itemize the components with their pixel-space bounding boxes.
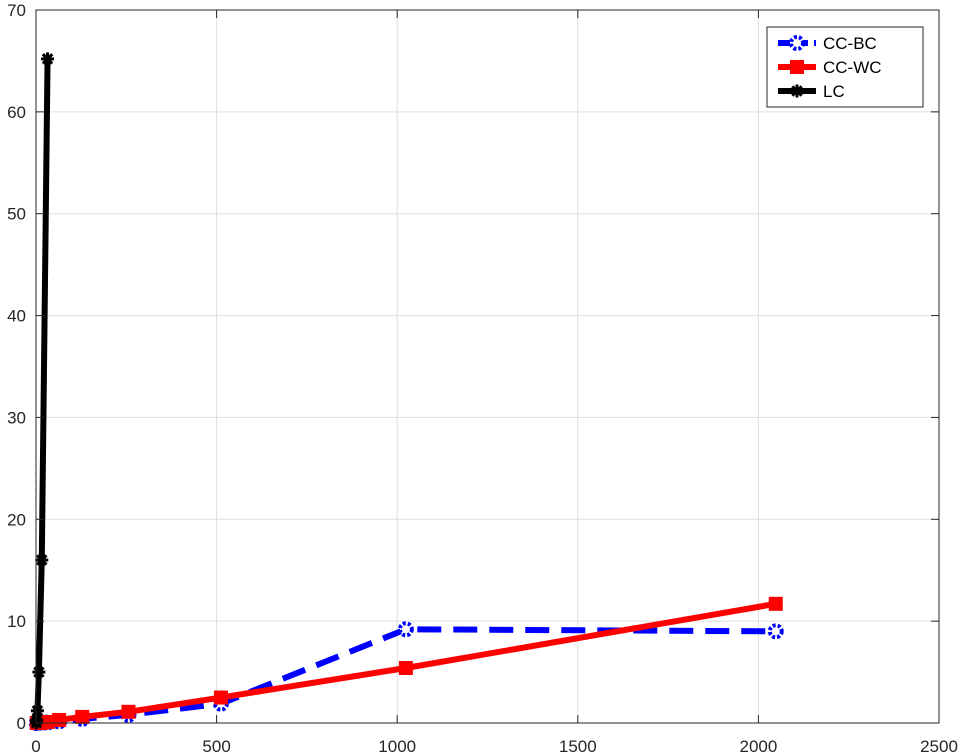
data-point-cc-wc xyxy=(398,660,413,675)
data-point-cc-bc xyxy=(397,621,414,638)
plot-frame xyxy=(35,9,940,724)
data-point-lc xyxy=(32,665,46,679)
x-tick-labels: 0 500 1000 1500 2000 2500 xyxy=(31,737,958,754)
y-tick-label: 70 xyxy=(7,1,26,20)
legend-marker-cc-bc xyxy=(789,35,805,51)
y-tick-label: 0 xyxy=(17,714,26,733)
data-point-lc xyxy=(30,704,44,718)
legend-item-lc: LC xyxy=(778,82,845,101)
tick-marks xyxy=(35,9,940,724)
legend-label-cc-wc: CC-WC xyxy=(823,58,882,77)
legend-item-cc-bc: CC-BC xyxy=(778,34,877,53)
y-tick-label: 10 xyxy=(7,612,26,631)
y-tick-label: 40 xyxy=(7,307,26,326)
grid xyxy=(36,10,939,723)
y-tick-label: 50 xyxy=(7,205,26,224)
y-tick-label: 60 xyxy=(7,103,26,122)
data-point-cc-wc xyxy=(75,709,90,724)
x-tick-label: 2000 xyxy=(739,737,777,754)
legend-marker-lc xyxy=(790,84,804,98)
data-point-lc xyxy=(41,52,55,66)
data-point-cc-bc xyxy=(767,623,784,640)
legend-item-cc-wc: CC-WC xyxy=(778,58,882,77)
y-tick-labels: 0 10 20 30 40 50 60 70 xyxy=(7,1,26,733)
y-tick-label: 20 xyxy=(7,510,26,529)
plot-background xyxy=(36,10,939,723)
x-tick-label: 500 xyxy=(202,737,230,754)
data-point-cc-wc xyxy=(768,596,783,611)
y-tick-label: 30 xyxy=(7,408,26,427)
data-point-cc-wc xyxy=(40,714,55,729)
x-tick-label: 1000 xyxy=(378,737,416,754)
data-point-cc-wc xyxy=(121,704,136,719)
legend-marker-cc-wc xyxy=(790,60,804,74)
x-tick-label: 2500 xyxy=(920,737,958,754)
legend-label-cc-bc: CC-BC xyxy=(823,34,877,53)
data-point-lc xyxy=(35,553,49,567)
data-point-cc-wc xyxy=(52,712,67,727)
legend: CC-BC CC-WC LC xyxy=(766,26,924,108)
x-tick-label: 1500 xyxy=(559,737,597,754)
data-point-cc-wc xyxy=(213,690,228,705)
legend-label-lc: LC xyxy=(823,82,845,101)
series-lc xyxy=(29,52,55,730)
x-tick-label: 0 xyxy=(31,737,40,754)
